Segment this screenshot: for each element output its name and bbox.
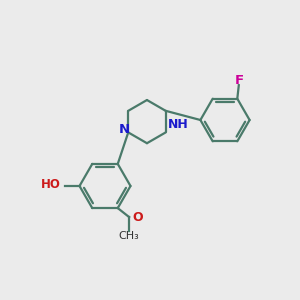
Text: HO: HO xyxy=(41,178,61,191)
Text: NH: NH xyxy=(168,118,189,131)
Text: N: N xyxy=(119,123,130,136)
Text: O: O xyxy=(132,211,143,224)
Text: CH₃: CH₃ xyxy=(119,231,140,241)
Text: F: F xyxy=(235,74,244,87)
